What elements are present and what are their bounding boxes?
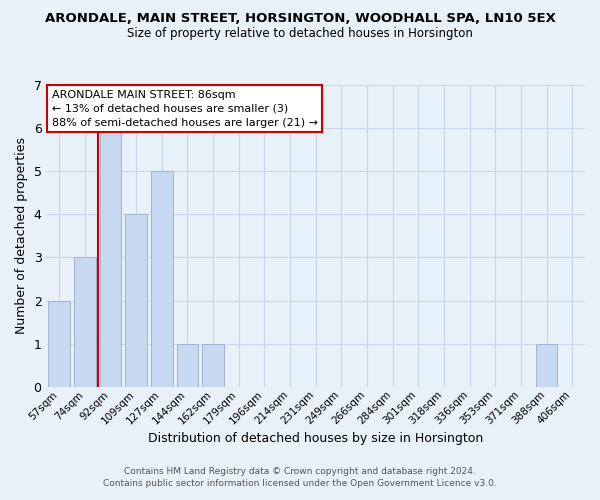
Bar <box>100 128 121 387</box>
Bar <box>151 171 173 387</box>
Text: Contains public sector information licensed under the Open Government Licence v3: Contains public sector information licen… <box>103 478 497 488</box>
Bar <box>74 258 96 387</box>
Text: Size of property relative to detached houses in Horsington: Size of property relative to detached ho… <box>127 28 473 40</box>
Text: Contains HM Land Registry data © Crown copyright and database right 2024.: Contains HM Land Registry data © Crown c… <box>124 467 476 476</box>
Bar <box>176 344 199 387</box>
Y-axis label: Number of detached properties: Number of detached properties <box>15 138 28 334</box>
X-axis label: Distribution of detached houses by size in Horsington: Distribution of detached houses by size … <box>148 432 484 445</box>
Bar <box>202 344 224 387</box>
Text: ARONDALE, MAIN STREET, HORSINGTON, WOODHALL SPA, LN10 5EX: ARONDALE, MAIN STREET, HORSINGTON, WOODH… <box>44 12 556 26</box>
Text: ARONDALE MAIN STREET: 86sqm
← 13% of detached houses are smaller (3)
88% of semi: ARONDALE MAIN STREET: 86sqm ← 13% of det… <box>52 90 318 128</box>
Bar <box>536 344 557 387</box>
Bar <box>49 300 70 387</box>
Bar <box>125 214 147 387</box>
